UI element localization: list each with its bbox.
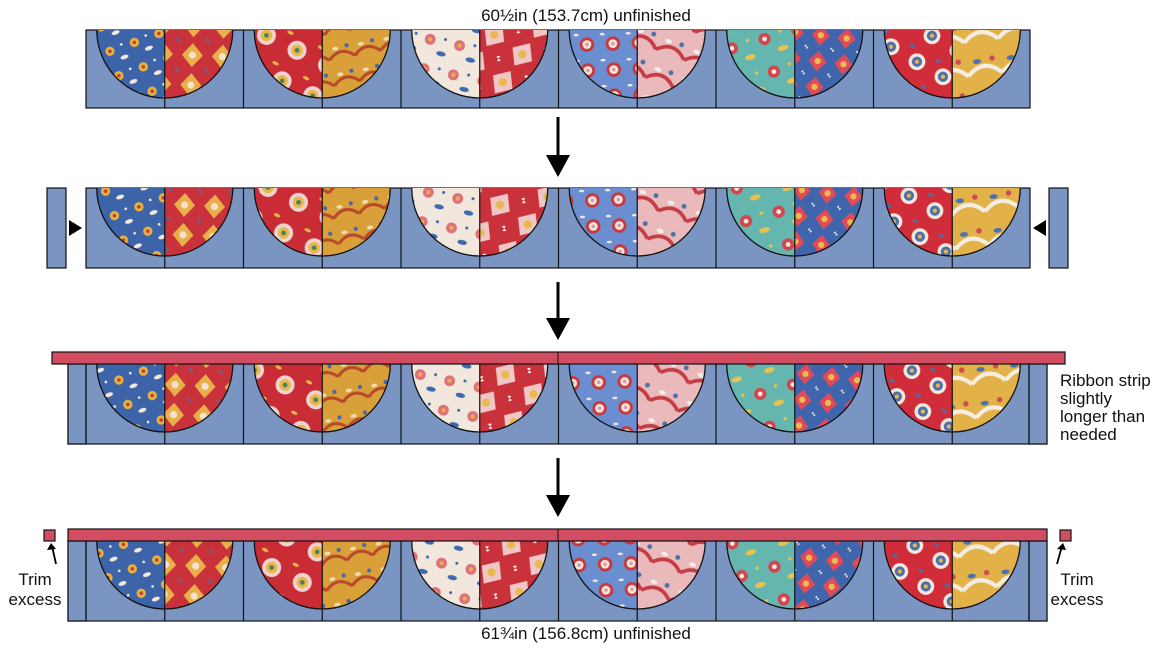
ribbon-note-line: slightly [1060, 389, 1112, 408]
trim-excess-right-label: Trim excess [1044, 570, 1110, 610]
assembly-step-2 [46, 187, 1069, 269]
step-down-arrow-icon [546, 282, 570, 340]
half-circle-panel [726, 540, 864, 621]
half-circle-panel [568, 29, 706, 108]
trim-piece-left [43, 529, 56, 542]
half-circle-panel [96, 187, 234, 268]
half-circle-panel [253, 187, 391, 268]
insert-pointer-right-icon [1033, 220, 1046, 236]
side-strip-right [1048, 187, 1069, 269]
top-dimension-label: 60½in (153.7cm) unfinished [481, 6, 691, 25]
trim-right-line: Trim [1060, 570, 1094, 589]
assembly-step-3 [51, 351, 1066, 445]
side-strip-left [67, 363, 87, 445]
trim-excess-left-label: Trim excess [4, 570, 66, 610]
side-strip-left [46, 187, 67, 269]
step-down-arrow-icon [546, 117, 570, 177]
assembly-step-4 [43, 528, 1072, 622]
step-down-arrow-icon [546, 458, 570, 517]
trim-arrowhead-left-icon [47, 543, 56, 550]
ribbon-note-line: longer than [1060, 407, 1146, 426]
side-strip-right [1028, 363, 1048, 445]
insert-pointer-left-icon [69, 220, 82, 236]
half-circle-panel [411, 29, 549, 108]
bottom-dimension-label: 61¾in (156.8cm) unfinished [481, 624, 691, 643]
ribbon-note-line: needed [1060, 425, 1117, 444]
half-circle-panel [411, 540, 549, 621]
trim-right-line: excess [1050, 590, 1104, 609]
trim-left-line: Trim [18, 570, 52, 589]
assembly-step-1 [85, 29, 1031, 109]
trim-left-line: excess [8, 590, 62, 609]
half-circle-panel [411, 187, 549, 268]
half-circle-panel [253, 540, 391, 621]
ribbon-strip-note: Ribbon strip slightly longer than needed [1060, 372, 1170, 444]
side-strip-left [67, 540, 87, 622]
trim-piece-right [1059, 529, 1072, 542]
trim-arrowhead-right-icon [1057, 543, 1066, 550]
ribbon-note-line: Ribbon strip [1060, 371, 1151, 390]
